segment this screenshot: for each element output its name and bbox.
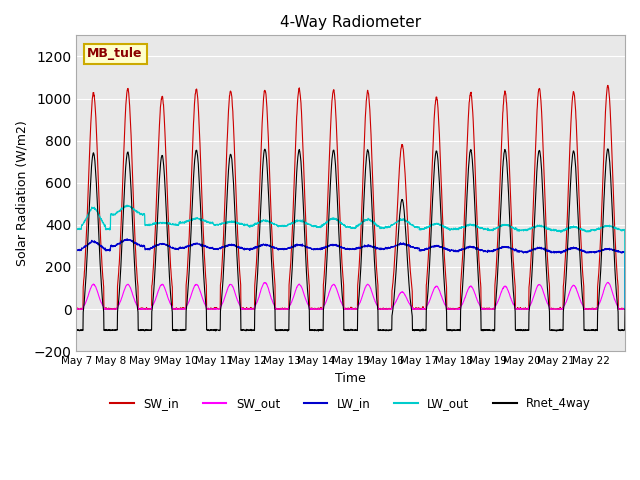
LW_in: [516, 248, 524, 254]
SW_out: [547, 306, 555, 312]
LW_in: [246, 246, 253, 252]
SW_out: [127, 288, 135, 293]
SW_in: [614, 278, 621, 284]
Rnet_4way: [72, 327, 80, 333]
SW_in: [621, 306, 629, 312]
LW_in: [124, 236, 131, 242]
Rnet_4way: [547, 327, 555, 333]
SW_in: [127, 141, 135, 146]
Text: MB_tule: MB_tule: [87, 48, 143, 60]
SW_out: [73, 306, 81, 312]
SW_in: [384, 306, 392, 312]
LW_in: [614, 249, 621, 254]
Y-axis label: Solar Radiation (W/m2): Solar Radiation (W/m2): [15, 120, 28, 266]
LW_out: [124, 202, 131, 208]
SW_out: [72, 306, 80, 312]
Rnet_4way: [127, 187, 135, 193]
LW_in: [621, 306, 629, 312]
LW_out: [614, 226, 621, 232]
Rnet_4way: [314, 328, 322, 334]
Rnet_4way: [621, 306, 629, 312]
SW_in: [604, 83, 612, 88]
LW_out: [621, 306, 629, 312]
LW_out: [547, 227, 555, 232]
LW_out: [72, 226, 80, 232]
Title: 4-Way Radiometer: 4-Way Radiometer: [280, 15, 421, 30]
SW_in: [246, 305, 253, 311]
LW_out: [516, 227, 524, 233]
SW_in: [73, 306, 81, 312]
SW_out: [246, 306, 253, 312]
SW_in: [516, 306, 524, 312]
Rnet_4way: [614, 304, 621, 310]
LW_in: [127, 238, 135, 243]
Rnet_4way: [516, 327, 524, 333]
LW_out: [127, 204, 135, 210]
LW_in: [547, 249, 555, 254]
SW_in: [547, 306, 555, 312]
LW_in: [72, 247, 80, 253]
SW_in: [72, 306, 80, 312]
Line: Rnet_4way: Rnet_4way: [76, 149, 625, 331]
Line: SW_out: SW_out: [76, 282, 625, 309]
Line: LW_in: LW_in: [76, 239, 625, 309]
Line: SW_in: SW_in: [76, 85, 625, 309]
SW_out: [621, 306, 629, 312]
Legend: SW_in, SW_out, LW_in, LW_out, Rnet_4way: SW_in, SW_out, LW_in, LW_out, Rnet_4way: [106, 392, 596, 415]
Rnet_4way: [604, 146, 612, 152]
LW_in: [384, 246, 392, 252]
SW_out: [516, 306, 524, 312]
Rnet_4way: [246, 327, 253, 333]
Rnet_4way: [384, 328, 392, 334]
LW_out: [384, 225, 392, 230]
SW_out: [604, 279, 612, 285]
SW_out: [384, 306, 392, 312]
X-axis label: Time: Time: [335, 372, 366, 384]
LW_out: [246, 223, 253, 228]
SW_out: [614, 303, 621, 309]
Line: LW_out: LW_out: [76, 205, 625, 309]
